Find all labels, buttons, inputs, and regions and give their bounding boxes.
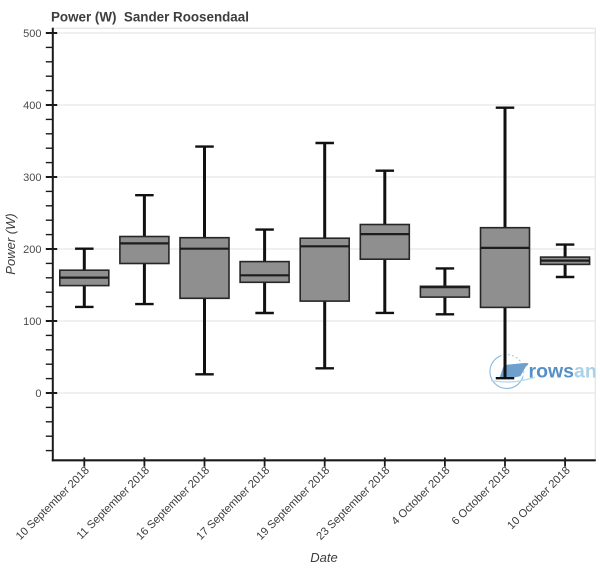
svg-text:500: 500 xyxy=(23,28,41,40)
svg-text:rowsandall: rowsandall xyxy=(529,360,600,382)
svg-text:200: 200 xyxy=(23,244,41,256)
svg-text:400: 400 xyxy=(23,100,41,112)
svg-text:10 October 2018: 10 October 2018 xyxy=(505,465,572,532)
svg-text:Power (W) Sander Roosendaal: Power (W) Sander Roosendaal xyxy=(51,10,249,25)
svg-text:Power (W): Power (W) xyxy=(3,213,18,274)
svg-text:4 October 2018: 4 October 2018 xyxy=(390,465,453,528)
svg-text:6 October 2018: 6 October 2018 xyxy=(450,465,513,528)
svg-text:300: 300 xyxy=(23,172,41,184)
svg-text:0: 0 xyxy=(35,388,41,400)
svg-text:100: 100 xyxy=(23,316,41,328)
svg-text:Date: Date xyxy=(310,550,337,565)
